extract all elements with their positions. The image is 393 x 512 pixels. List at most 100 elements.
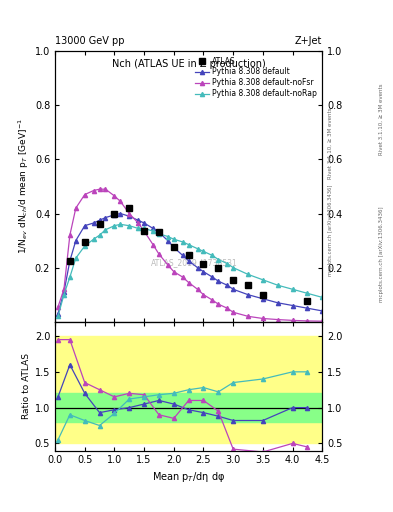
ATLAS [171,244,176,250]
Text: mcplots.cern.ch [arXiv:1306.3436]: mcplots.cern.ch [arXiv:1306.3436] [378,206,384,302]
Text: Nch (ATLAS UE in Z production): Nch (ATLAS UE in Z production) [112,59,266,69]
Line: ATLAS: ATLAS [67,205,310,304]
Pythia 8.308 default-noFsr [210,297,215,303]
Pythia 8.308 default [151,225,155,231]
Pythia 8.308 default-noRap [142,225,147,231]
Pythia 8.308 default-noRap [231,265,235,271]
Pythia 8.308 default-noFsr [91,187,96,194]
Line: Pythia 8.308 default-noFsr: Pythia 8.308 default-noFsr [56,187,324,323]
Pythia 8.308 default-noRap [151,228,155,234]
Pythia 8.308 default [127,213,132,219]
Pythia 8.308 default-noFsr [216,301,221,307]
ATLAS [68,258,72,264]
Pythia 8.308 default-noFsr [180,274,185,280]
Pythia 8.308 default [142,220,147,226]
Pythia 8.308 default-noRap [275,282,280,288]
Y-axis label: Ratio to ATLAS: Ratio to ATLAS [22,353,31,419]
Pythia 8.308 default-noFsr [83,191,87,198]
Pythia 8.308 default [171,244,176,250]
Text: 13000 GeV pp: 13000 GeV pp [55,36,125,46]
Pythia 8.308 default [112,212,117,218]
ATLAS [305,298,310,305]
ATLAS [83,239,87,245]
ATLAS [216,265,221,271]
Pythia 8.308 default-noRap [91,236,96,242]
Pythia 8.308 default-noRap [165,233,170,240]
Pythia 8.308 default [201,269,206,275]
Pythia 8.308 default-noFsr [127,210,132,217]
Pythia 8.308 default [290,303,295,309]
Pythia 8.308 default [305,305,310,311]
Pythia 8.308 default-noRap [290,286,295,292]
Pythia 8.308 default-noRap [68,274,72,280]
Pythia 8.308 default [275,300,280,306]
Pythia 8.308 default [210,274,215,280]
Pythia 8.308 default [56,311,61,317]
Pythia 8.308 default-noRap [305,290,310,296]
ATLAS [186,252,191,259]
Text: Rivet 3.1.10, ≥ 3M events: Rivet 3.1.10, ≥ 3M events [378,83,384,155]
Line: Pythia 8.308 default: Pythia 8.308 default [56,211,324,316]
Pythia 8.308 default-noRap [127,223,132,229]
Pythia 8.308 default-noFsr [103,186,108,192]
ATLAS [231,276,235,283]
Pythia 8.308 default-noRap [261,276,265,283]
Pythia 8.308 default [83,223,87,229]
Pythia 8.308 default-noRap [156,231,161,237]
X-axis label: Mean p$_T$/dη dφ: Mean p$_T$/dη dφ [152,470,225,484]
Text: Rivet 3.1.10, ≥ 3M events: Rivet 3.1.10, ≥ 3M events [328,108,332,179]
Pythia 8.308 default-noRap [118,221,123,227]
Pythia 8.308 default [68,258,72,264]
Pythia 8.308 default-noRap [225,261,230,267]
Pythia 8.308 default [136,217,141,223]
Pythia 8.308 default-noFsr [246,313,250,319]
Pythia 8.308 default-noRap [56,313,61,319]
Pythia 8.308 default-noFsr [68,232,72,238]
Pythia 8.308 default [231,286,235,292]
Pythia 8.308 default-noRap [73,255,78,261]
Pythia 8.308 default-noFsr [156,251,161,257]
Pythia 8.308 default-noFsr [195,286,200,292]
ATLAS [142,228,147,234]
Pythia 8.308 default [62,289,66,295]
Pythia 8.308 default [225,282,230,288]
Pythia 8.308 default-noFsr [56,304,61,310]
Pythia 8.308 default-noRap [216,257,221,263]
Pythia 8.308 default-noRap [186,242,191,248]
Pythia 8.308 default [118,210,123,217]
Pythia 8.308 default [156,229,161,236]
Pythia 8.308 default-noRap [62,292,66,298]
Pythia 8.308 default-noFsr [165,262,170,268]
Pythia 8.308 default [103,215,108,221]
Pythia 8.308 default [165,238,170,244]
ATLAS [97,221,102,227]
Text: mcplots.cern.ch [arXiv:1306.3436]: mcplots.cern.ch [arXiv:1306.3436] [328,185,332,276]
Pythia 8.308 default [180,252,185,259]
Pythia 8.308 default-noRap [83,243,87,249]
Pythia 8.308 default [320,308,325,314]
Pythia 8.308 default [186,258,191,264]
Text: ATLAS_2019_I1736531: ATLAS_2019_I1736531 [151,258,237,267]
Pythia 8.308 default-noFsr [275,316,280,323]
Pythia 8.308 default-noFsr [186,280,191,286]
Pythia 8.308 default-noRap [201,248,206,254]
Pythia 8.308 default-noRap [195,246,200,252]
Pythia 8.308 default [73,238,78,244]
Pythia 8.308 default [261,295,265,302]
Pythia 8.308 default-noRap [171,236,176,242]
Pythia 8.308 default-noFsr [73,205,78,211]
Pythia 8.308 default [97,217,102,223]
Pythia 8.308 default-noFsr [305,318,310,324]
ATLAS [112,210,117,217]
Pythia 8.308 default [216,278,221,284]
Pythia 8.308 default-noFsr [136,220,141,226]
Pythia 8.308 default-noFsr [112,193,117,199]
ATLAS [201,261,206,267]
Text: Z+Jet: Z+Jet [295,36,322,46]
Pythia 8.308 default [246,292,250,298]
Pythia 8.308 default-noFsr [231,309,235,315]
ATLAS [156,229,161,236]
Pythia 8.308 default-noFsr [142,228,147,234]
ATLAS [261,292,265,298]
Pythia 8.308 default-noRap [103,227,108,233]
